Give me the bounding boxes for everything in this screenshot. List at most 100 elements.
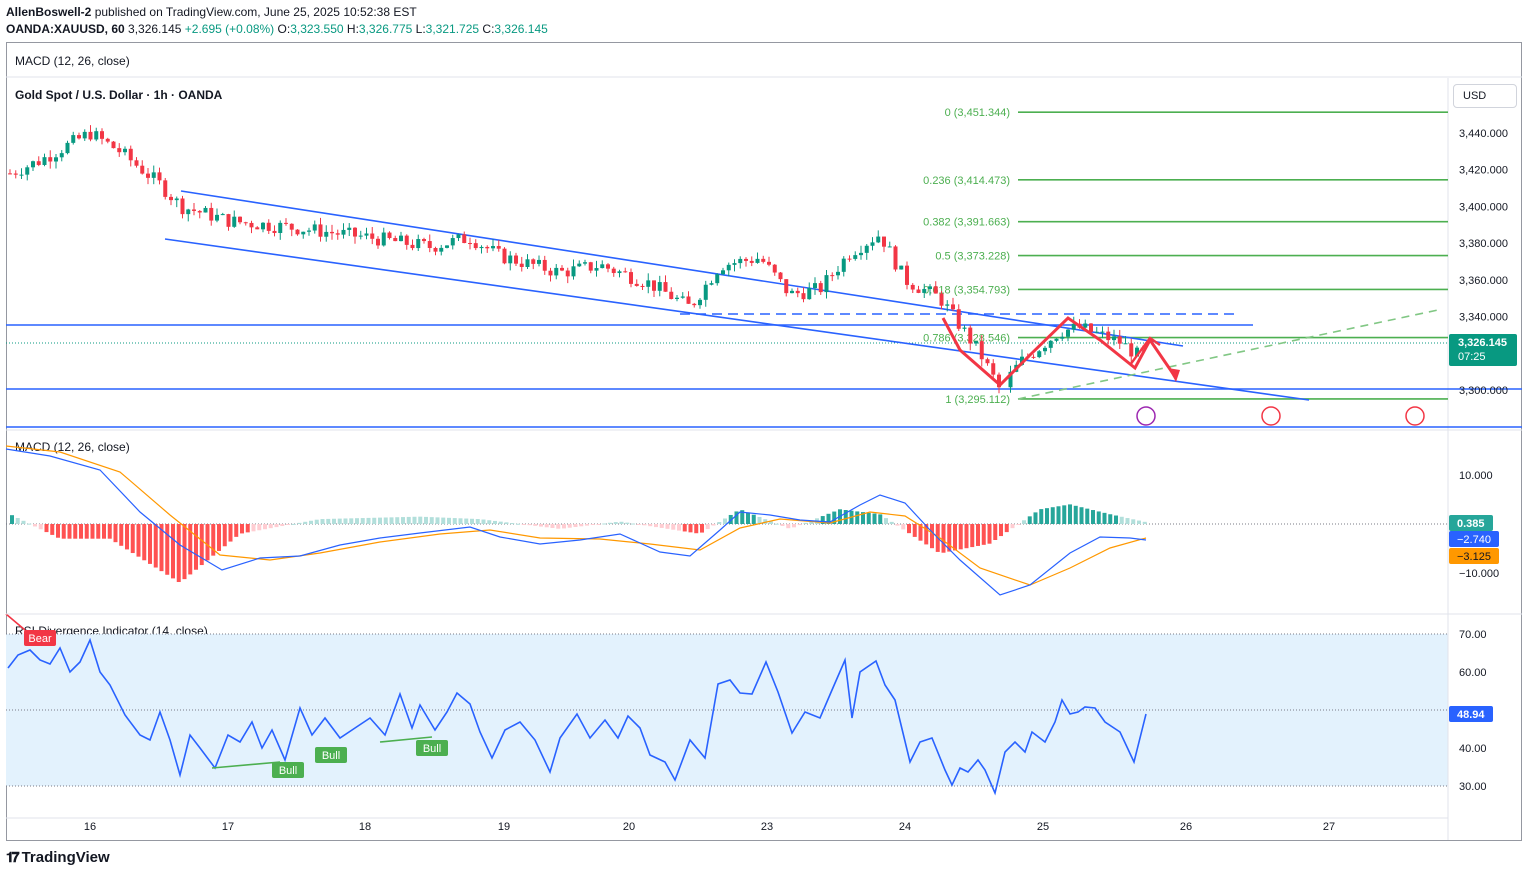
candle-body[interactable] [1129,343,1134,357]
channel-lower[interactable] [164,238,1310,401]
candle-body[interactable] [266,222,271,231]
candle-body[interactable] [634,283,639,286]
candle-body[interactable] [732,263,737,265]
candle-body[interactable] [157,172,162,181]
candle-body[interactable] [916,289,921,293]
candle-body[interactable] [42,157,47,165]
candle-body[interactable] [640,285,645,287]
candle-body[interactable] [703,284,708,300]
candle-body[interactable] [795,290,800,294]
candle-body[interactable] [985,359,990,364]
candle-body[interactable] [473,243,478,249]
candle-body[interactable] [876,236,881,243]
candle-body[interactable] [675,297,679,299]
candle-body[interactable] [1054,338,1059,341]
candle-body[interactable] [1123,343,1128,345]
candle-body[interactable] [243,222,248,224]
candle-body[interactable] [646,280,651,287]
candle-body[interactable] [186,209,191,215]
candle-body[interactable] [583,262,587,264]
candle-body[interactable] [445,245,449,248]
rsi-line[interactable] [7,637,1147,796]
candle-body[interactable] [25,167,30,175]
candle-body[interactable] [1100,331,1105,333]
candle-body[interactable] [261,222,265,230]
candle-body[interactable] [399,235,403,242]
candle-body[interactable] [772,264,777,273]
candle-body[interactable] [790,290,794,294]
candle-body[interactable] [174,198,179,201]
candle-body[interactable] [749,260,754,263]
candle-body[interactable] [629,272,633,284]
candle-body[interactable] [669,291,674,299]
candle-body[interactable] [899,265,904,270]
candle-body[interactable] [238,216,242,223]
candle-body[interactable] [1037,351,1042,358]
candle-body[interactable] [830,275,835,277]
us-flag-event-icon[interactable] [1261,406,1281,426]
candle-body[interactable] [422,239,426,242]
candle-body[interactable] [77,135,81,139]
zigzag-projection[interactable] [941,316,1178,388]
candle-body[interactable] [836,271,840,276]
candle-body[interactable] [347,227,352,230]
candle-body[interactable] [220,214,225,216]
candle-body[interactable] [721,270,725,275]
candle-body[interactable] [82,131,87,139]
rsi-signal-tag[interactable] [24,630,56,646]
candle-body[interactable] [215,214,219,221]
candle-body[interactable] [485,246,490,249]
candle-body[interactable] [341,229,346,235]
macd-signal-line[interactable] [5,445,1147,586]
candle-body[interactable] [146,173,150,178]
candle-body[interactable] [910,284,915,290]
candle-body[interactable] [1008,371,1013,388]
dashed-trendline[interactable] [1017,309,1439,400]
candle-body[interactable] [778,272,783,280]
candle-body[interactable] [295,229,300,235]
rsi-signal-tag[interactable] [272,762,304,778]
candle-body[interactable] [387,232,392,239]
candle-body[interactable] [784,279,789,294]
candle-body[interactable] [623,271,628,273]
candle-body[interactable] [663,282,668,292]
candle-body[interactable] [542,259,547,271]
candle-body[interactable] [1071,323,1076,330]
channel-upper[interactable] [180,190,1184,347]
pattern-rhombus-edge[interactable] [1129,336,1161,366]
candle-body[interactable] [617,271,622,274]
candle-body[interactable] [956,309,961,329]
candle-body[interactable] [531,259,536,264]
candle-body[interactable] [801,293,806,300]
candle-body[interactable] [1094,331,1099,333]
candle-body[interactable] [841,258,846,272]
candle-body[interactable] [847,258,852,260]
candle-body[interactable] [450,238,455,246]
candle-body[interactable] [134,160,139,166]
candle-body[interactable] [560,267,564,271]
candle-body[interactable] [870,242,875,246]
candle-body[interactable] [100,131,104,139]
candle-body[interactable] [692,303,697,306]
candle-body[interactable] [13,173,18,175]
candle-body[interactable] [1066,329,1070,337]
candle-body[interactable] [686,296,691,304]
candle-body[interactable] [324,231,329,237]
candle-body[interactable] [807,288,812,300]
candle-body[interactable] [226,214,231,227]
candle-body[interactable] [726,264,731,271]
candle-body[interactable] [824,275,829,293]
candle-body[interactable] [611,268,616,274]
candle-body[interactable] [249,222,254,228]
candle-body[interactable] [588,262,593,271]
candle-body[interactable] [1020,356,1024,365]
candle-body[interactable] [180,198,185,215]
candle-body[interactable] [278,222,283,234]
candle-body[interactable] [680,296,685,298]
candle-body[interactable] [887,246,892,248]
candle-body[interactable] [709,283,714,285]
candle-body[interactable] [140,165,145,174]
candle-body[interactable] [117,148,122,153]
candle-body[interactable] [997,374,1001,388]
candle-body[interactable] [1117,336,1122,344]
